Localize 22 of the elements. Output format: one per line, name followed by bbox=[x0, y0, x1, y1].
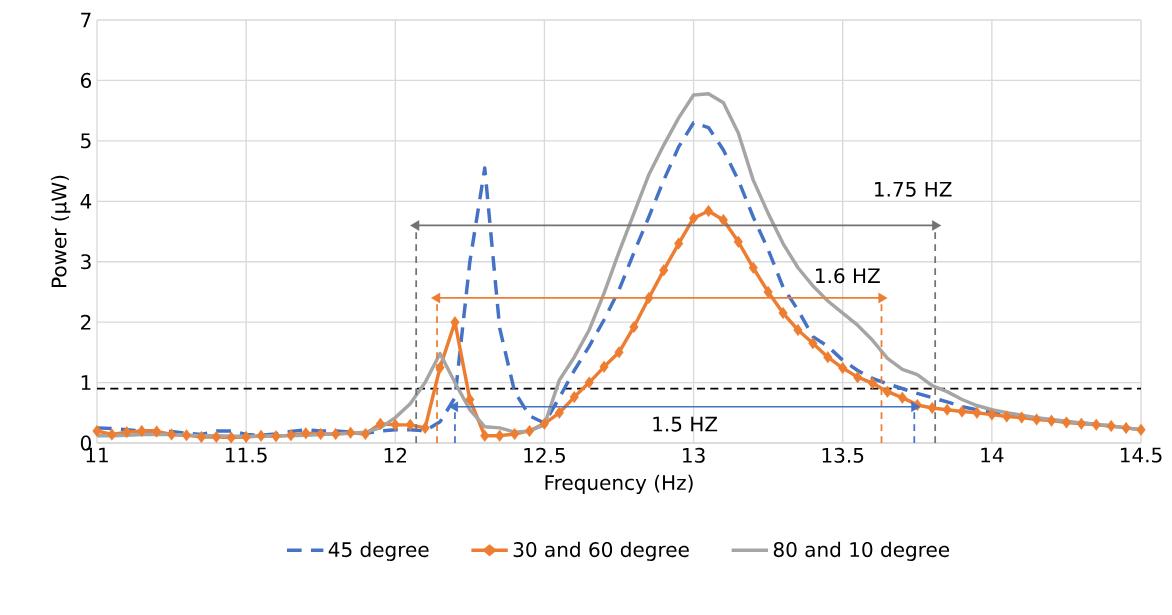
legend-label: 45 degree bbox=[328, 541, 429, 562]
y-tick-label: 4 bbox=[80, 194, 92, 209]
x-tick-label: 12 bbox=[384, 447, 407, 463]
y-tick-label: 2 bbox=[81, 314, 91, 330]
annotation: 1.5 HZ bbox=[653, 416, 718, 432]
y-tick-label: 1 bbox=[81, 375, 91, 390]
legend-label: 80 and 10 degree bbox=[773, 541, 950, 562]
x-tick-label: 14.5 bbox=[1120, 447, 1162, 463]
x-tick-label: 13.5 bbox=[822, 447, 864, 463]
x-tick-label: 14 bbox=[981, 447, 1004, 463]
legend-label: 30 and 60 degree bbox=[513, 541, 689, 562]
x-tick-label: 13 bbox=[683, 447, 705, 463]
y-tick-label: 7 bbox=[81, 12, 91, 28]
x-tick-label: 12.5 bbox=[524, 447, 565, 463]
y-axis-title: Power (μW) bbox=[51, 175, 71, 288]
annotation: 1.6 HZ bbox=[816, 268, 880, 284]
x-axis-title: Frequency (Hz) bbox=[545, 474, 693, 494]
y-tick-label: 6 bbox=[80, 72, 92, 89]
annotation: 1.75 HZ bbox=[875, 181, 952, 197]
y-tick-label: 5 bbox=[81, 133, 91, 149]
x-tick-label: 11.5 bbox=[226, 447, 267, 463]
y-tick-label: 3 bbox=[81, 254, 91, 270]
